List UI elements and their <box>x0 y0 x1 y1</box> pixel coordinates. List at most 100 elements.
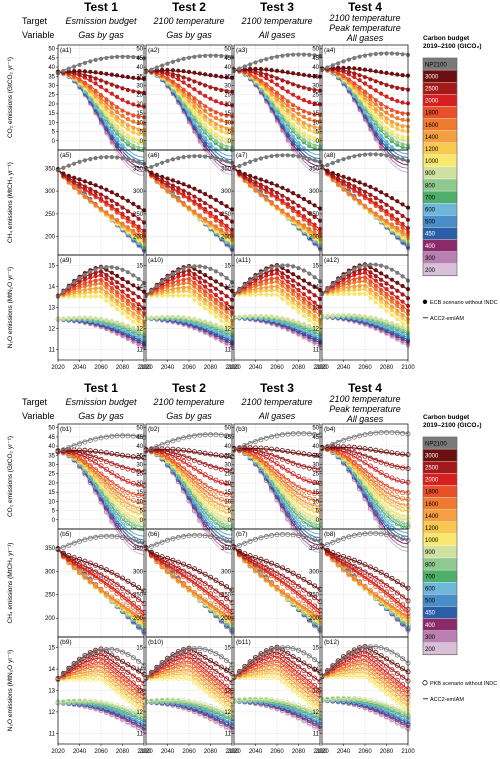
scenario-point-2000 <box>181 80 186 85</box>
scenario-point-2500 <box>253 180 258 185</box>
scenario-point-2500 <box>258 71 263 76</box>
scenario-point-1200 <box>301 124 306 130</box>
scenario-point-2500 <box>176 186 181 191</box>
scenario-point-NP2100 <box>98 56 104 62</box>
scenario-point-3000 <box>181 69 186 74</box>
y-tick-label: 40 <box>136 65 143 71</box>
scenario-point-2000 <box>357 78 362 83</box>
scenario-point-3000 <box>307 73 312 78</box>
scenario-point-1600 <box>186 280 192 285</box>
scenario-point-2500 <box>213 86 218 91</box>
scenario-point-NP2100 <box>131 273 136 278</box>
x-tick-label: 2060 <box>182 365 196 371</box>
scenario-point-1000 <box>213 314 218 319</box>
test-title: Test 3 <box>260 381 294 395</box>
scenario-point-1600 <box>192 284 197 289</box>
legend-label: 1200 <box>425 147 439 153</box>
scenario-point-800 <box>296 133 301 138</box>
scenario-point-600 <box>285 127 290 132</box>
scenario-point-1800 <box>203 289 208 294</box>
scenario-point-3000 <box>389 71 394 76</box>
scenario-point-NP2100 <box>307 156 312 161</box>
scenario-point-1600 <box>389 222 394 227</box>
scenario-point-2500 <box>395 85 400 91</box>
scenario-point-NP2100 <box>373 51 378 57</box>
scenario-point-900 <box>285 317 290 322</box>
scenario-point-1800 <box>301 296 306 302</box>
scenario-point-1600 <box>176 197 181 202</box>
scenario-point-1400 <box>186 98 192 103</box>
scenario-point-2000 <box>395 217 400 222</box>
scenario-point-NP2100 <box>301 155 306 160</box>
scenario-point-1000 <box>219 135 224 140</box>
scenario-point-NP2100 <box>154 283 159 289</box>
scenario-point-NP2100 <box>203 53 208 58</box>
scenario-point-2500 <box>280 193 285 198</box>
scenario-point-3000 <box>362 182 368 187</box>
scenario-point-3000 <box>208 73 213 78</box>
scenario-point-900 <box>384 319 389 324</box>
scenario-point-1600 <box>301 223 306 228</box>
scenario-point-2500 <box>362 267 368 272</box>
scenario-point-1000 <box>125 315 130 320</box>
scenario-point-1800 <box>203 104 208 109</box>
scenario-point-1600 <box>379 106 384 111</box>
scenario-point-1600 <box>285 103 290 108</box>
scenario-point-1800 <box>136 114 141 119</box>
scenario-point-2500 <box>395 288 400 293</box>
scenario-point-3000 <box>291 71 296 76</box>
scenario-point-900 <box>395 322 400 328</box>
scenario-point-1800 <box>379 102 384 107</box>
scenario-point-3000 <box>248 173 253 178</box>
scenario-point-NP2100 <box>384 153 389 158</box>
scenario-point-3000 <box>72 175 77 180</box>
scenario-point-2500 <box>291 82 296 87</box>
scenario-point-1800 <box>384 291 389 297</box>
scenario-point-1800 <box>389 296 394 301</box>
scenario-point-1600 <box>307 117 312 122</box>
variable-label: Variable <box>22 411 54 421</box>
scenario-point-NP2100 <box>362 53 368 58</box>
panel-label: (a12) <box>324 257 339 264</box>
scenario-point-3000 <box>219 74 224 79</box>
y-tick-label: 350 <box>133 166 144 172</box>
scenario-point-1000 <box>357 291 362 297</box>
scenario-point-1800 <box>264 82 269 87</box>
scenario-point-2500 <box>93 76 98 81</box>
scenario-point-2500 <box>131 291 136 296</box>
scenario-point-1400 <box>301 121 306 126</box>
scenario-point-1600 <box>213 224 218 229</box>
legend-label: 2500 <box>425 86 439 92</box>
y-tick-label: 15 <box>48 490 55 496</box>
y-tick-label: 40 <box>136 444 143 450</box>
y-tick-label: 12 <box>136 327 143 333</box>
scenario-point-NP2100 <box>165 275 170 280</box>
scenario-point-800 <box>291 127 296 132</box>
scenario-point-2500 <box>120 86 125 91</box>
scenario-point-1800 <box>285 284 290 289</box>
scenario-point-1000 <box>296 126 301 132</box>
scenario-point-900 <box>352 313 357 318</box>
scenario-point-1800 <box>208 293 213 298</box>
y-tick-label: 30 <box>312 84 319 90</box>
scenario-point-2500 <box>346 181 351 186</box>
scenario-point-2500 <box>77 181 82 187</box>
scenario-point-2500 <box>296 282 301 287</box>
scenario-point-1800 <box>352 81 357 86</box>
scenario-point-2000 <box>312 222 317 227</box>
scenario-point-2000 <box>197 280 202 285</box>
scenario-point-1000 <box>131 319 136 324</box>
scenario-point-NP2100 <box>213 156 218 161</box>
scenario-point-1800 <box>72 74 77 79</box>
scenario-point-2000 <box>192 276 197 281</box>
scenario-point-1400 <box>136 127 141 132</box>
scenario-point-1400 <box>395 122 400 127</box>
scenario-point-2500 <box>165 181 170 186</box>
scenario-point-1400 <box>224 314 229 319</box>
scenario-point-2500 <box>197 81 202 86</box>
x-tick-label: 2080 <box>380 365 394 371</box>
scenario-point-1800 <box>170 280 175 285</box>
scenario-point-2500 <box>291 278 296 283</box>
scenario-point-2000 <box>186 272 192 277</box>
